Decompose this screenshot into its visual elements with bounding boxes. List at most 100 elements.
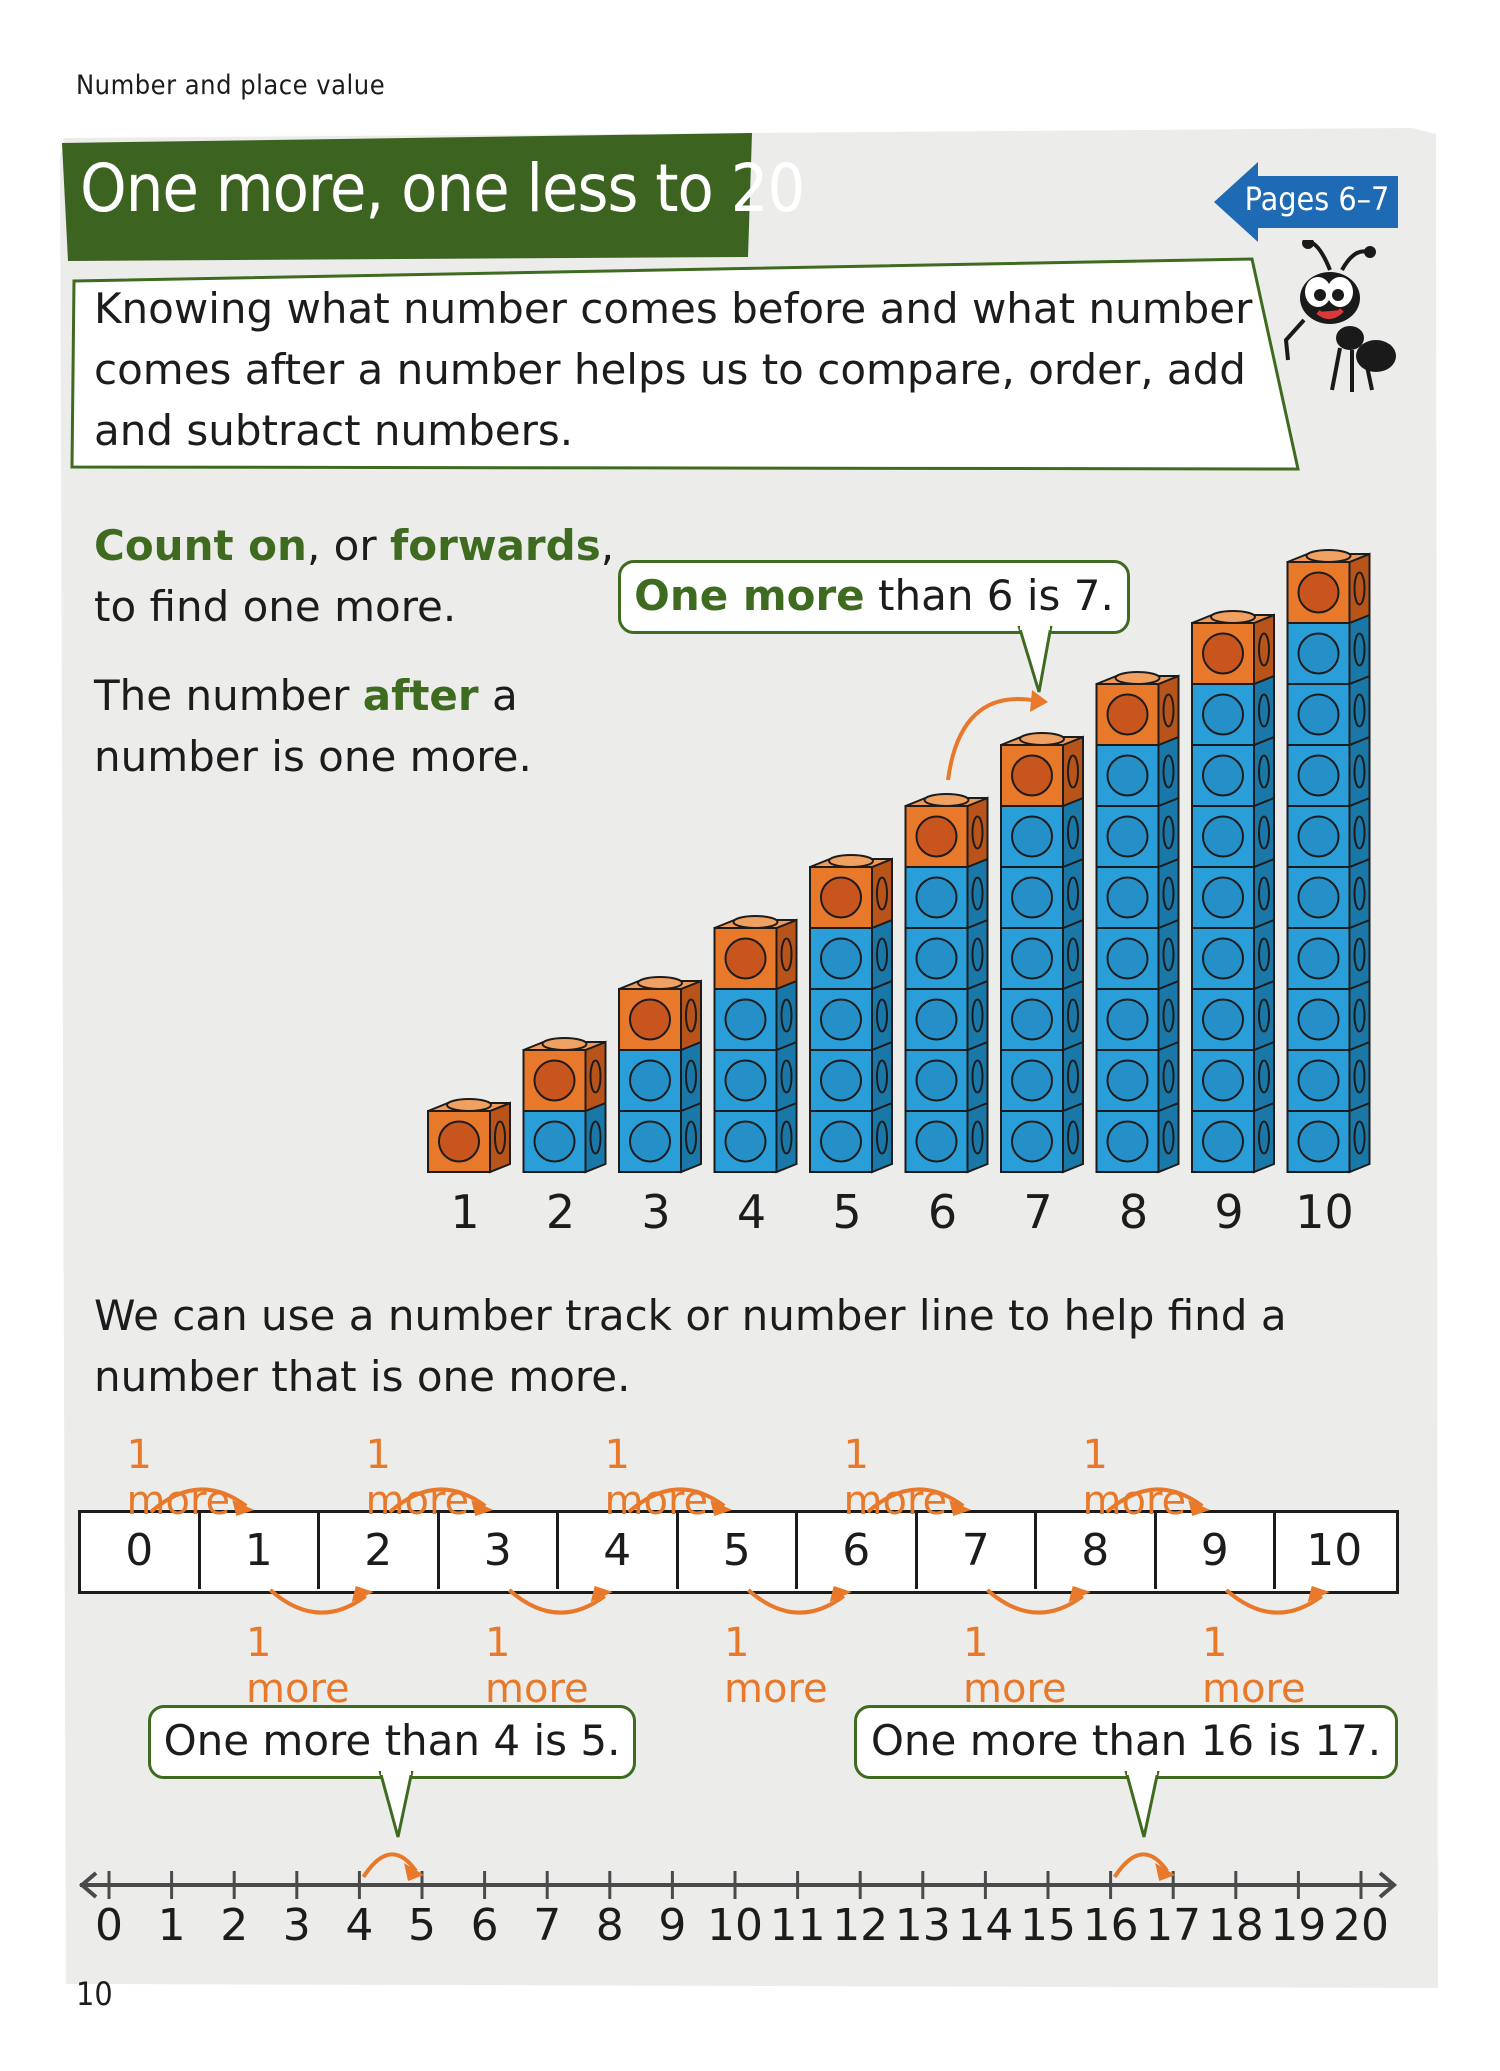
blue-cube	[904, 979, 989, 1052]
intro-text: Knowing what number comes before and wha…	[94, 284, 1253, 455]
number-line-label: 10	[707, 1900, 763, 1951]
number-line-label: 3	[282, 1900, 311, 1951]
callout-four-pointer	[378, 1771, 414, 1838]
blue-cube	[618, 1101, 702, 1174]
track-cell: 10	[1306, 1525, 1363, 1576]
orange-cube	[1095, 671, 1180, 747]
cube-tower	[1286, 549, 1371, 1174]
orange-cube	[1286, 549, 1371, 625]
track-cell: 8	[1037, 1513, 1157, 1589]
blue-cube	[1191, 1040, 1275, 1113]
one-more-arrow	[746, 1586, 852, 1615]
orange-cube	[713, 915, 798, 991]
cube-tower-label: 4	[736, 1185, 767, 1239]
number-line-label: 0	[95, 1900, 123, 1951]
number-line-hop-arrow	[361, 1852, 424, 1881]
blue-cube	[1286, 857, 1371, 930]
orange-cube	[1191, 610, 1275, 686]
one-more-label: 1 more	[724, 1620, 828, 1712]
cube-towers	[427, 549, 1371, 1174]
forwards-bold: forwards	[389, 521, 601, 570]
one-more-arrow	[268, 1586, 374, 1615]
blue-cube	[713, 979, 798, 1052]
cube-tower-label: 7	[1023, 1185, 1053, 1239]
blue-cube	[1286, 613, 1371, 686]
blue-cube	[1191, 735, 1275, 808]
number-line-label: 15	[1020, 1900, 1076, 1951]
cube-tower-label: 2	[545, 1185, 576, 1239]
number-line-label: 13	[894, 1900, 951, 1951]
track-cell: 3	[440, 1513, 559, 1589]
blue-cube	[1191, 979, 1275, 1052]
number-line-label: 9	[658, 1900, 687, 1951]
pages-tag-label[interactable]: Pages 6–7	[1244, 180, 1390, 218]
title-banner	[62, 133, 752, 261]
track-cell: 4	[559, 1513, 679, 1589]
track-cell: 7	[918, 1513, 1037, 1589]
one-more-label: 1 more	[963, 1620, 1067, 1712]
cube-tower-label: 1	[450, 1185, 480, 1239]
number-line-label: 1	[157, 1900, 186, 1951]
cube-tower-label: 5	[832, 1185, 862, 1239]
number-track-arrows	[149, 1487, 1330, 1615]
blue-cube	[1191, 918, 1275, 991]
arrow-6-to-7	[946, 690, 1048, 781]
number-line-label: 5	[408, 1900, 436, 1951]
number-line-label: 6	[470, 1900, 499, 1951]
cube-tower-label: 10	[1295, 1185, 1354, 1239]
blue-cube	[809, 918, 893, 991]
page-number: 10	[76, 1975, 113, 2013]
blue-cube	[1286, 796, 1371, 869]
number-line-axis	[78, 1871, 1398, 1899]
callout-six-pointer	[1017, 626, 1053, 693]
one-more-arrow	[149, 1487, 255, 1516]
one-more-arrow	[507, 1586, 613, 1615]
after-bold: after	[362, 671, 479, 720]
cube-tower-label: 9	[1214, 1185, 1244, 1239]
number-line	[78, 1852, 1398, 1899]
orange-cube	[904, 793, 989, 869]
cube-tower	[618, 976, 702, 1174]
blue-cube	[713, 1040, 798, 1113]
blue-cube	[1286, 1101, 1371, 1174]
number-track: 0 1 2 3 4 5 6 7 8 9 10	[78, 1510, 1399, 1594]
orange-cube	[618, 976, 702, 1052]
blue-cube	[1286, 1040, 1371, 1113]
number-line-label: 2	[220, 1900, 249, 1951]
callout-sixteen-pointer	[1124, 1771, 1160, 1838]
blue-cube	[1095, 857, 1180, 930]
cube-tower-label: 6	[927, 1185, 958, 1239]
number-line-label: 14	[957, 1900, 1014, 1951]
one-more-label: 1 more	[1202, 1620, 1306, 1712]
cube-tower	[1000, 732, 1084, 1174]
one-more-label: 1 more	[126, 1432, 231, 1524]
cube-tower	[1191, 610, 1275, 1174]
one-more-label: 1 more	[485, 1620, 589, 1712]
count-on-bold: Count on	[94, 521, 307, 570]
one-more-arrow	[1105, 1487, 1211, 1516]
one-more-arrow	[388, 1487, 494, 1516]
number-line-label: 17	[1145, 1900, 1202, 1951]
blue-cube	[522, 1101, 607, 1174]
blue-cube	[1095, 979, 1180, 1052]
one-more-label: 1 more	[843, 1432, 948, 1524]
blue-cube	[809, 1101, 893, 1174]
orange-cube	[522, 1037, 607, 1113]
number-line-label: 19	[1270, 1900, 1327, 1951]
count-on-text: Count on, or forwards, to find one more.	[94, 521, 615, 631]
blue-cube	[1191, 857, 1275, 930]
one-more-label: 1 more	[246, 1620, 350, 1712]
pages-arrow-tag[interactable]	[1214, 162, 1398, 242]
number-line-label: 18	[1207, 1900, 1264, 1951]
number-track-intro: We can use a number track or number line…	[94, 1291, 1287, 1401]
callout-one-more-than-6: One more than 6 is 7.	[618, 560, 1130, 634]
blue-cube	[1095, 796, 1180, 869]
page-title: One more, one less to 20	[80, 150, 805, 227]
blue-cube	[1000, 979, 1084, 1052]
cube-tower-label: 3	[641, 1185, 671, 1239]
blue-cube	[1000, 1040, 1084, 1113]
cube-tower	[809, 854, 893, 1174]
cube-tower	[1095, 671, 1180, 1174]
number-line-label: 7	[533, 1900, 562, 1951]
number-line-label: 20	[1333, 1900, 1389, 1951]
